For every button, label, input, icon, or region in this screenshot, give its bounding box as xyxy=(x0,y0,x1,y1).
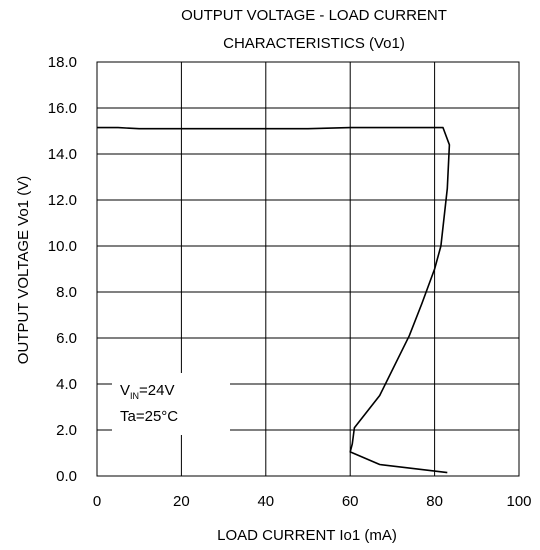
chart-title-line2: CHARACTERISTICS (Vo1) xyxy=(223,35,405,52)
y-tick-label: 16.0 xyxy=(48,100,77,117)
x-tick-labels: 0 20 40 60 80 100 xyxy=(93,493,532,510)
series-group xyxy=(97,126,451,474)
y-tick-label: 12.0 xyxy=(48,192,77,209)
x-tick-label: 0 xyxy=(93,493,101,510)
x-tick-label: 80 xyxy=(426,493,443,510)
y-axis-label: OUTPUT VOLTAGE Vo1 (V) xyxy=(15,176,32,364)
y-tick-label: 8.0 xyxy=(56,284,77,301)
annotation: VIN=24V Ta=25°C xyxy=(120,382,178,425)
chart-title-line1: OUTPUT VOLTAGE - LOAD CURRENT xyxy=(181,7,447,24)
y-tick-label: 18.0 xyxy=(48,54,77,71)
y-tick-label: 14.0 xyxy=(48,146,77,163)
series-line xyxy=(97,126,451,474)
vin-annotation: VIN=24V xyxy=(120,382,174,401)
y-tick-label: 10.0 xyxy=(48,238,77,255)
y-tick-labels: 0.0 2.0 4.0 6.0 8.0 10.0 12.0 14.0 16.0 18.0 xyxy=(48,54,77,485)
y-tick-label: 0.0 xyxy=(56,468,77,485)
x-tick-label: 100 xyxy=(506,493,531,510)
annotation-background xyxy=(112,373,230,435)
x-tick-label: 40 xyxy=(257,493,274,510)
plot-frame xyxy=(96,61,520,477)
y-tick-label: 6.0 xyxy=(56,330,77,347)
ta-annotation: Ta=25°C xyxy=(120,408,178,425)
y-tick-label: 4.0 xyxy=(56,376,77,393)
x-tick-label: 60 xyxy=(342,493,359,510)
x-tick-label: 20 xyxy=(173,493,190,510)
y-tick-label: 2.0 xyxy=(56,422,77,439)
x-axis-label: LOAD CURRENT Io1 (mA) xyxy=(217,527,397,544)
